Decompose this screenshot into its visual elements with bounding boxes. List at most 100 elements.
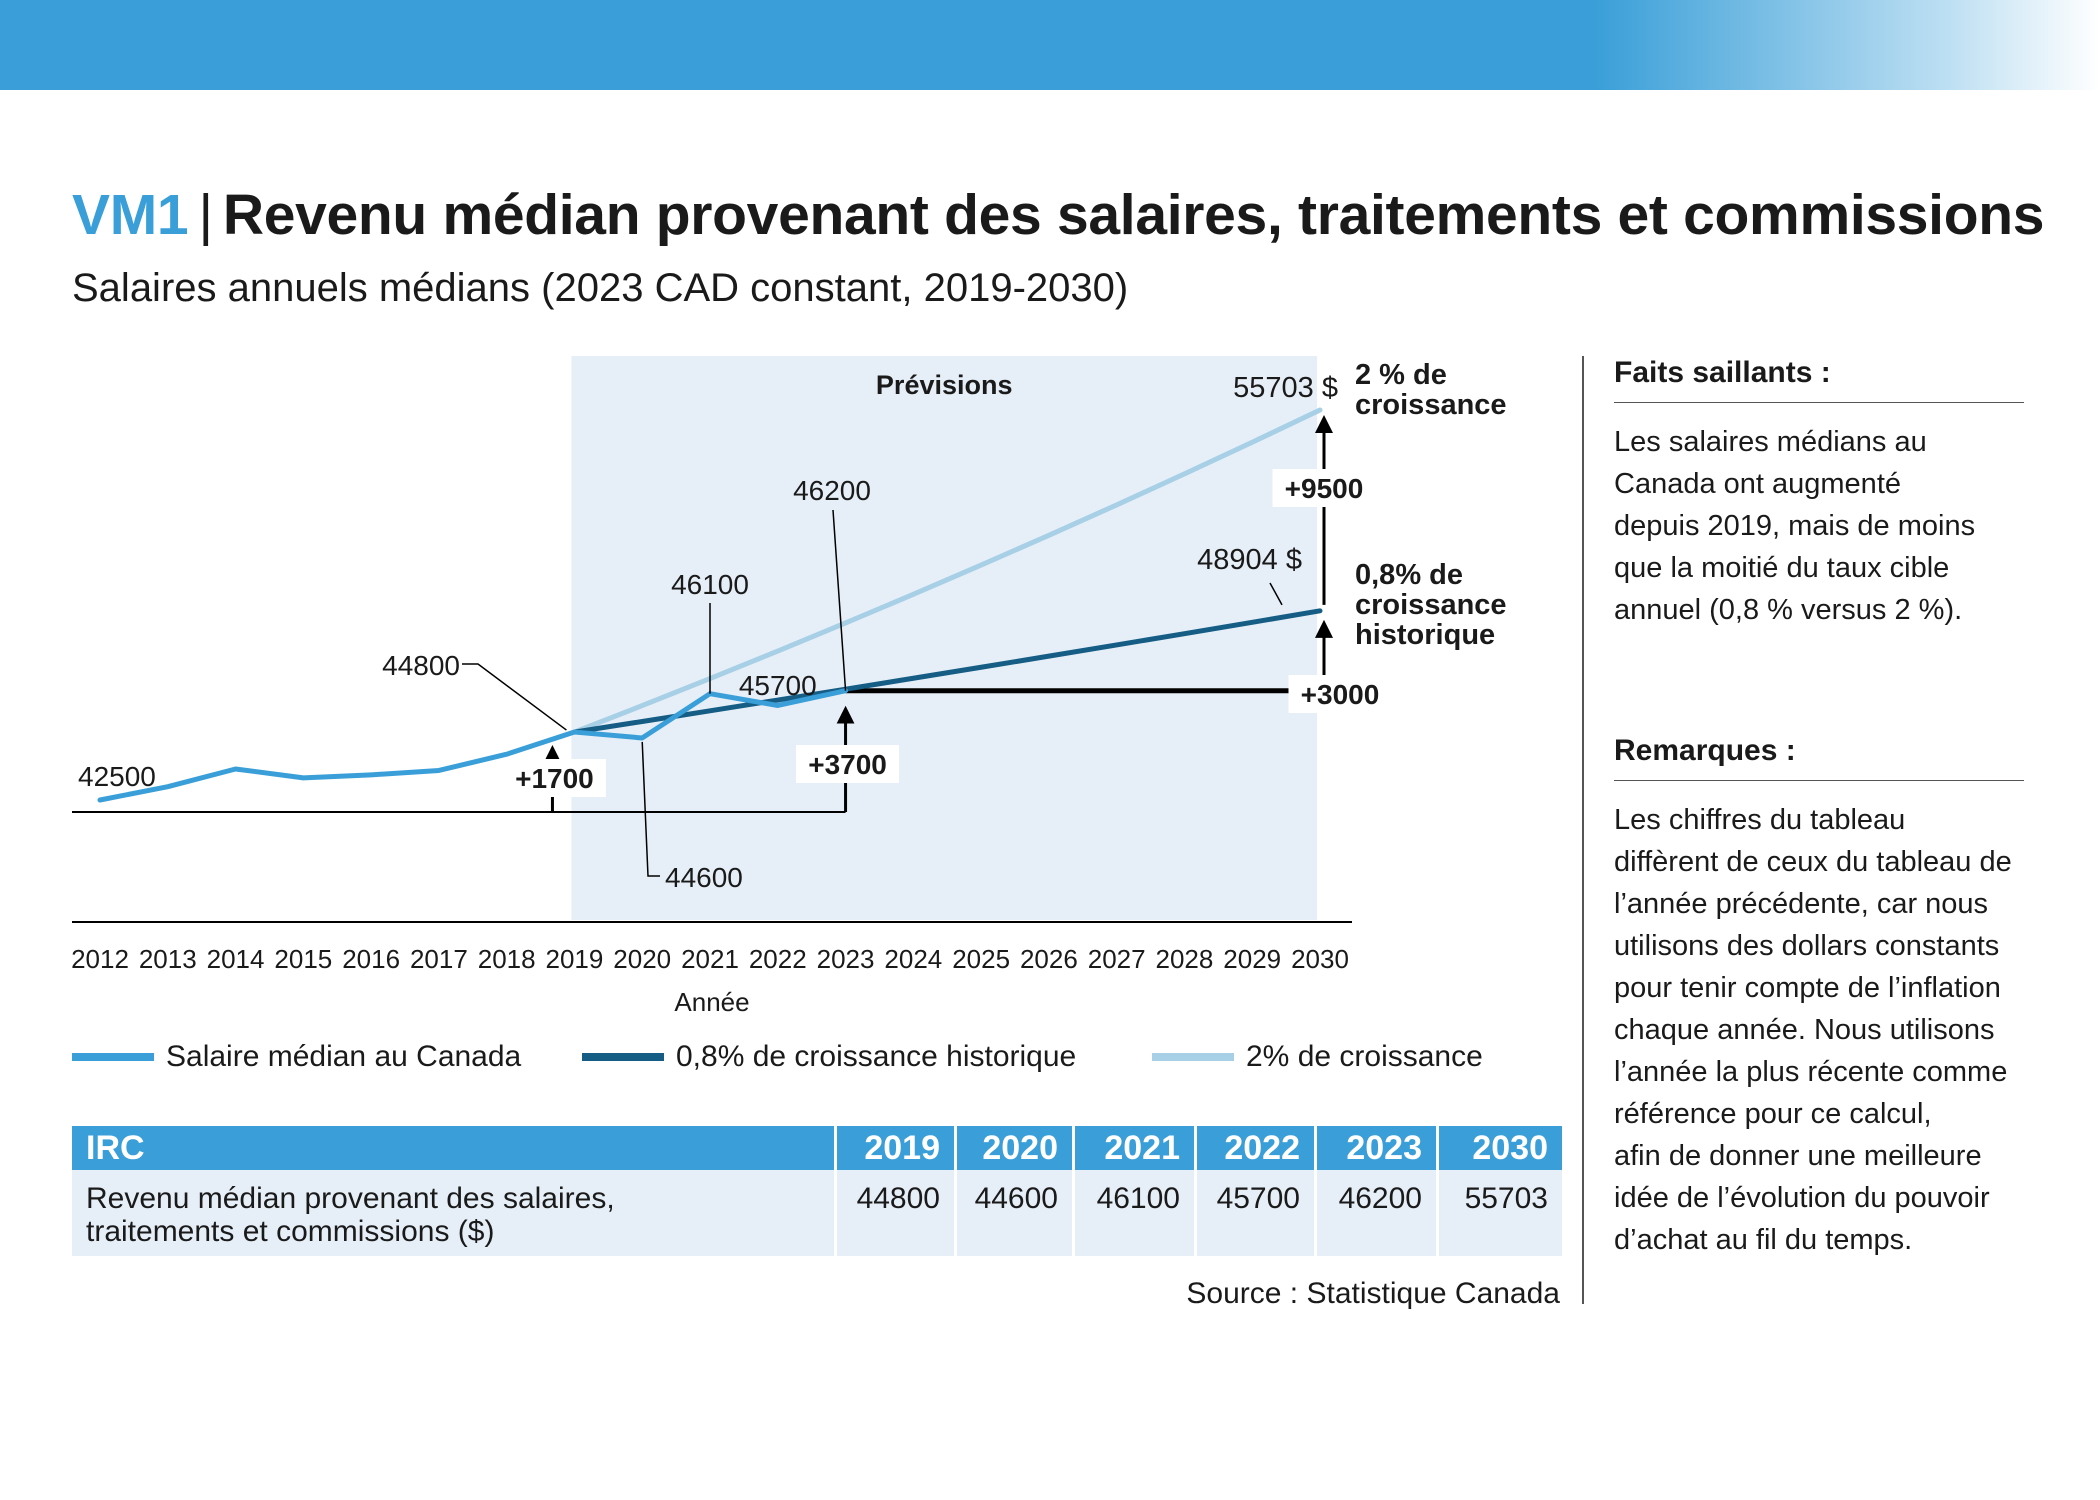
end-label-target-line: 2 % de: [1355, 359, 1447, 391]
notes-line: l’année la plus récente comme: [1614, 1056, 2008, 1088]
table-header-2019: 2019: [837, 1126, 957, 1170]
table-header-2023: 2023: [1317, 1126, 1439, 1170]
table-cell-2030: 55703: [1439, 1170, 1562, 1256]
chart-legend: Salaire médian au Canada 0,8% de croissa…: [72, 1040, 1572, 1080]
x-tick-label: 2023: [817, 944, 875, 974]
x-tick-label: 2027: [1088, 944, 1146, 974]
notes-line: Les chiffres du tableau: [1614, 804, 1906, 836]
label-2021-value: 46100: [671, 569, 749, 600]
x-tick-label: 2017: [410, 944, 468, 974]
leader-2019: [462, 663, 567, 731]
source-note: Source : Statistique Canada: [1186, 1277, 1560, 1310]
leader-2020: [641, 741, 660, 877]
notes-title: Remarques :: [1614, 734, 2024, 781]
table-cell-2023: 46200: [1317, 1170, 1439, 1256]
x-tick-label: 2020: [613, 944, 671, 974]
series-line-historical: [571, 608, 1323, 735]
table-header-2020: 2020: [957, 1126, 1075, 1170]
table-cell-2020: 44600: [957, 1170, 1075, 1256]
x-axis-title: Année: [674, 987, 749, 1017]
end-label-target-line: croissance: [1355, 389, 1507, 421]
notes-line: chaque année. Nous utilisons: [1614, 1014, 1995, 1046]
leader-2023: [832, 509, 847, 691]
table-cell-2019: 44800: [837, 1170, 957, 1256]
x-tick-label: 2021: [681, 944, 739, 974]
delta-label-9500-bg: [1272, 469, 1376, 507]
x-tick-label: 2026: [1020, 944, 1078, 974]
highlights-line: Les salaires médians au: [1614, 426, 1927, 458]
sidebar-divider: [1582, 356, 1584, 1304]
series-line-target: [571, 407, 1323, 735]
title-text: Revenu médian provenant des salaires, tr…: [222, 183, 2045, 247]
notes-line: pour tenir compte de l’inflation: [1614, 972, 2001, 1004]
irc-table: IRC 2019 2020 2021 2022 2023 2030 Revenu…: [72, 1126, 1562, 1256]
page-title: VM1 | Revenu médian provenant des salaires…: [72, 182, 2044, 248]
legend-swatch-historical: [582, 1053, 664, 1061]
legend-label-target: 2% de croissance: [1246, 1040, 1483, 1073]
highlights-line: que la moitié du taux cible: [1614, 552, 1950, 584]
legend-swatch-target: [1152, 1053, 1234, 1061]
x-tick-label: 2018: [478, 944, 536, 974]
notes-line: référence pour ce calcul,: [1614, 1098, 1932, 1130]
table-cell-2021: 46100: [1075, 1170, 1197, 1256]
label-2020-value: 44600: [665, 862, 743, 893]
indicator-code: VM1: [72, 183, 189, 247]
table-header-2021: 2021: [1075, 1126, 1197, 1170]
x-tick-label: 2028: [1156, 944, 1214, 974]
x-tick-label: 2016: [342, 944, 400, 974]
x-tick-label: 2025: [952, 944, 1010, 974]
table-cell-2022: 45700: [1197, 1170, 1317, 1256]
end-label-historical-line: historique: [1355, 619, 1495, 651]
forecast-band: [571, 356, 1317, 920]
legend-item-target: 2% de croissance: [1152, 1040, 1483, 1074]
table-header-irc: IRC: [72, 1126, 837, 1170]
notes-line: diffèrent de ceux du tableau de: [1614, 846, 2012, 878]
notes-line: utilisons des dollars constants: [1614, 930, 2000, 962]
legend-item-historical: 0,8% de croissance historique: [582, 1040, 1076, 1074]
row-label-line-2: traitements et commissions ($): [86, 1215, 495, 1248]
highlights-text: Les salaires médians au Canada ont augme…: [1614, 421, 2024, 631]
notes-line: idée de l’évolution du pouvoir: [1614, 1182, 1990, 1214]
highlights-line: annuel (0,8 % versus 2 %).: [1614, 594, 1963, 626]
row-label-line-1: Revenu médian provenant des salaires,: [86, 1182, 615, 1215]
delta-label-9500: +9500: [1285, 473, 1364, 504]
delta-label-1700: +1700: [515, 763, 594, 794]
legend-swatch-canada: [72, 1053, 154, 1061]
legend-item-canada: Salaire médian au Canada: [72, 1040, 521, 1074]
highlights-line: depuis 2019, mais de moins: [1614, 510, 1976, 542]
label-2023-value: 46200: [793, 475, 871, 506]
highlights-title: Faits saillants :: [1614, 356, 2024, 403]
notes-line: d’achat au fil du temps.: [1614, 1224, 1913, 1256]
end-value-target: 55703 $: [1233, 372, 1338, 404]
notes-line: afin de donner une meilleure: [1614, 1140, 1982, 1172]
table-header-row: IRC 2019 2020 2021 2022 2023 2030: [72, 1126, 1562, 1170]
table-header-2030: 2030: [1439, 1126, 1562, 1170]
x-tick-label: 2013: [139, 944, 197, 974]
x-tick-label: 2014: [207, 944, 265, 974]
series-line-canada: [97, 688, 849, 803]
highlights-line: Canada ont augmenté: [1614, 468, 1901, 500]
x-tick-label: 2030: [1291, 944, 1349, 974]
x-tick-label: 2019: [546, 944, 604, 974]
delta-label-3000-bg: [1288, 675, 1392, 713]
forecast-band-label: Prévisions: [876, 370, 1013, 400]
x-tick-label: 2015: [274, 944, 332, 974]
x-tick-label: 2012: [71, 944, 129, 974]
end-label-historical-line: croissance: [1355, 589, 1507, 621]
delta-label-3700-bg: [796, 745, 900, 783]
page-subtitle: Salaires annuels médians (2023 CAD const…: [72, 266, 1129, 310]
end-label-historical-line: 0,8% de: [1355, 559, 1463, 591]
x-tick-label: 2029: [1223, 944, 1281, 974]
table-row-label: Revenu médian provenant des salaires, tra…: [72, 1170, 837, 1256]
x-tick-label: 2022: [749, 944, 807, 974]
delta-label-1700-bg: [502, 759, 606, 797]
legend-label-historical: 0,8% de croissance historique: [676, 1040, 1077, 1073]
label-2019-value: 44800: [382, 650, 460, 681]
end-value-historical: 48904 $: [1197, 544, 1302, 576]
x-tick-label: 2024: [884, 944, 942, 974]
notes-panel: Remarques : Les chiffres du tableau diff…: [1614, 734, 2024, 1261]
top-banner: [0, 0, 2100, 90]
table-header-2022: 2022: [1197, 1126, 1317, 1170]
delta-label-3000: +3000: [1301, 679, 1380, 710]
